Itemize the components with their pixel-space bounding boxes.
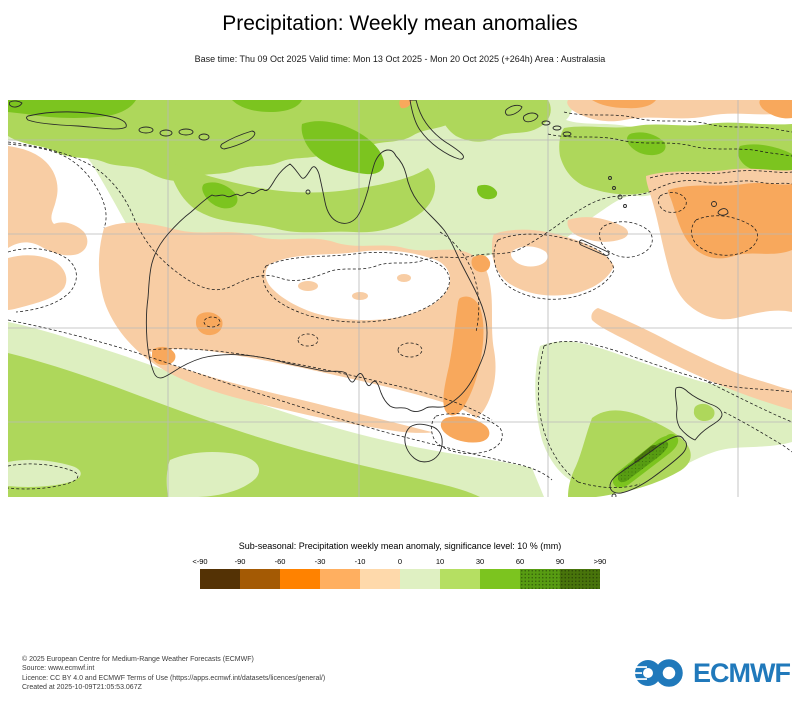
footer-line: Created at 2025-10-09T21:05:53.067Z: [22, 684, 142, 692]
legend-box: [560, 569, 600, 589]
legend-tick-label: -10: [354, 557, 366, 566]
footer-text: © 2025 European Centre for Medium-Range …: [22, 655, 325, 693]
legend-box: [320, 569, 360, 589]
new-guinea-coastline: [409, 100, 464, 160]
legend-tick-label: -60: [274, 557, 286, 566]
australia-coastline: [145, 149, 488, 412]
legend-box: [520, 569, 560, 589]
new-caledonia-coastline: [579, 239, 610, 256]
legend-box: [360, 569, 400, 589]
legend-colorbar: [200, 569, 600, 589]
legend-tick-label: 90: [555, 557, 565, 566]
legend-title: Sub-seasonal: Precipitation weekly mean …: [238, 541, 562, 551]
footer-line: Licence: CC BY 4.0 and ECMWF Terms of Us…: [22, 674, 326, 682]
anomaly-map: [8, 100, 792, 497]
ecmwf-logo: ECMWF: [634, 657, 791, 689]
legend-tick-label: -30: [314, 557, 326, 566]
ecmwf-logo-mark: [634, 659, 683, 687]
timor-coastline: [220, 130, 256, 150]
legend-ticks: <-90 -90 -60 -30 -10 0 10 30 60 90 >90: [180, 557, 620, 566]
legend-tick-label: 10: [435, 557, 445, 566]
nz-north-island-coastline: [674, 386, 723, 441]
legend-box: [400, 569, 440, 589]
legend-tick-label: 60: [515, 557, 525, 566]
legend-tick-label: <-90: [192, 557, 208, 566]
java-coastline: [26, 111, 127, 130]
legend-box: [240, 569, 280, 589]
nz-south-island-coastline: [609, 435, 687, 494]
page-title: Precipitation: Weekly mean anomalies: [222, 12, 578, 35]
tasmania-coastline: [404, 423, 443, 463]
legend-box: [480, 569, 520, 589]
legend-tick-label: 30: [475, 557, 485, 566]
legend-tick-label: 0: [397, 557, 403, 566]
legend-box: [280, 569, 320, 589]
legend-tick-label: >90: [593, 557, 607, 566]
coastlines: [8, 100, 729, 497]
chart-subtitle: Base time: Thu 09 Oct 2025 Valid time: M…: [194, 54, 606, 64]
legend-box: [200, 569, 240, 589]
ecmwf-logo-text: ECMWF: [693, 657, 791, 688]
graticule-gridlines: [8, 100, 792, 497]
footer-line: Source: www.ecmwf.int: [22, 665, 95, 673]
footer-line: © 2025 European Centre for Medium-Range …: [22, 656, 254, 663]
legend-box: [440, 569, 480, 589]
legend-tick-label: -90: [234, 557, 246, 566]
